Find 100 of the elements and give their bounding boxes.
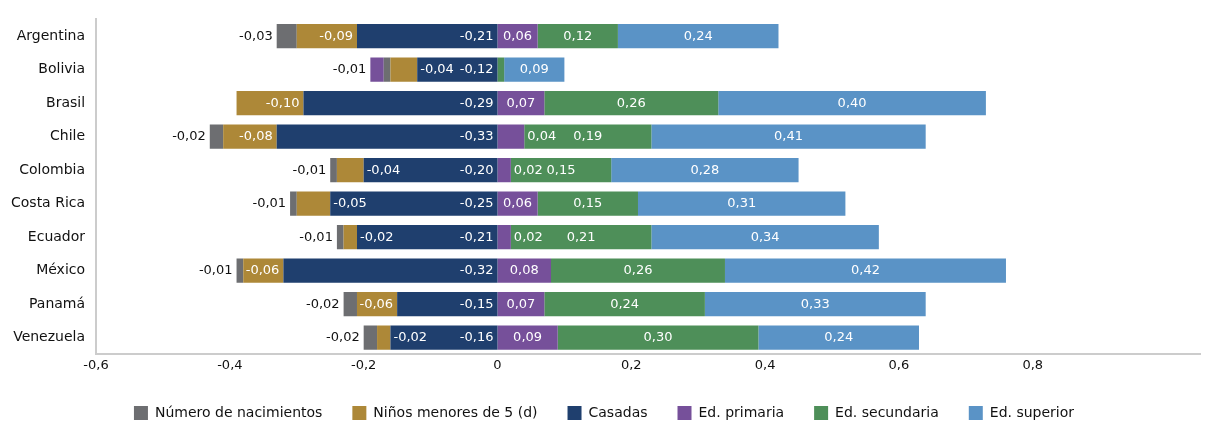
y-tick-label: Bolivia: [38, 60, 86, 77]
bar: [537, 191, 638, 216]
data-label: -0,02: [359, 228, 394, 244]
y-tick-label: México: [36, 261, 86, 278]
bar: [510, 225, 652, 250]
bar: [336, 158, 364, 183]
data-label: -0,02: [172, 128, 206, 144]
bar: [724, 258, 1006, 283]
bar: [637, 191, 846, 216]
bar: [497, 57, 505, 82]
x-tick-label: -0,2: [350, 356, 377, 372]
data-label: -0,09: [319, 27, 353, 43]
bar: [651, 124, 926, 149]
data-label: 0,12: [563, 27, 593, 43]
legend-label: Ed. primaria: [698, 403, 785, 420]
bar: [524, 124, 652, 149]
bar: [276, 124, 498, 149]
bar: [497, 158, 511, 183]
data-label: 0,30: [643, 329, 673, 345]
bar: [283, 258, 498, 283]
bar: [704, 292, 926, 317]
data-label: 0,09: [519, 61, 549, 77]
bar: [551, 258, 725, 283]
data-label: 0,42: [850, 262, 880, 278]
data-label: -0,21: [459, 228, 494, 244]
bar: [390, 57, 418, 82]
data-label: 0,06: [503, 195, 533, 211]
bar: [537, 24, 618, 49]
bar: [363, 158, 498, 183]
bar: [330, 191, 498, 216]
bar: [296, 191, 331, 216]
bar: [209, 124, 224, 149]
x-tick-label: 0,2: [620, 356, 642, 372]
y-tick-label: Brasil: [46, 93, 86, 110]
bar: [651, 225, 879, 250]
data-label: 0,08: [509, 262, 539, 278]
bar: [611, 158, 799, 183]
data-label: -0,25: [459, 195, 494, 211]
bar: [758, 325, 919, 350]
bar: [343, 225, 357, 250]
data-label: -0,32: [459, 262, 494, 278]
bar: [718, 91, 986, 116]
data-label: -0,01: [198, 262, 233, 278]
data-label: -0,15: [459, 295, 494, 311]
data-label: -0,06: [245, 262, 280, 278]
y-tick-label: Ecuador: [27, 227, 86, 244]
data-label: 0,06: [503, 27, 533, 43]
legend-label: Ed. secundaria: [835, 403, 939, 420]
bar: [544, 91, 719, 116]
bar: [370, 57, 384, 82]
data-label: 0,33: [800, 295, 830, 311]
data-label: -0,01: [292, 161, 327, 177]
bar: [276, 24, 297, 49]
y-tick-label: Chile: [50, 127, 86, 144]
bar: [397, 292, 498, 317]
data-label: 0,40: [837, 94, 867, 110]
data-label: -0,02: [393, 329, 428, 345]
data-label: 0,19: [573, 128, 603, 144]
bar: [497, 225, 511, 250]
data-label: 0,21: [566, 228, 596, 244]
data-label: -0,21: [459, 27, 494, 43]
x-tick-label: 0,6: [888, 356, 910, 372]
bar: [356, 24, 498, 49]
bar: [356, 225, 498, 250]
bar: [377, 325, 391, 350]
bar: [236, 91, 304, 116]
x-tick-label: 0,4: [754, 356, 776, 372]
data-label: 0,24: [683, 27, 713, 43]
y-tick-label: Venezuela: [13, 328, 86, 345]
data-label: 0,34: [750, 228, 780, 244]
data-label: -0,16: [459, 329, 494, 345]
data-label: 0,02: [513, 161, 543, 177]
data-label: -0,02: [305, 295, 340, 311]
data-label: 0,31: [727, 195, 757, 211]
x-tick-label: -0,4: [217, 356, 243, 372]
bar: [544, 292, 705, 317]
y-tick-label: Colombia: [19, 160, 86, 177]
data-label: -0,05: [333, 195, 367, 211]
data-label: 0,24: [610, 295, 640, 311]
data-label: 0,41: [774, 128, 803, 144]
x-tick-label: 0: [493, 356, 502, 372]
data-label: 0,07: [506, 295, 536, 311]
data-label: -0,01: [332, 61, 367, 77]
legend-label: Ed. superior: [989, 403, 1075, 420]
data-label: 0,26: [616, 94, 646, 110]
bar: [290, 191, 297, 216]
y-tick-label: Costa Rica: [11, 194, 86, 211]
bar: [303, 91, 498, 116]
data-label: -0,01: [299, 228, 333, 244]
bar: [617, 24, 779, 49]
x-tick-label: -0,6: [83, 356, 109, 372]
data-label: -0,33: [459, 128, 494, 144]
bar: [343, 292, 357, 317]
data-label: -0,10: [265, 94, 300, 110]
bar: [336, 225, 344, 250]
legend-label: Niños menores de 5 (d): [373, 403, 538, 420]
data-label: 0,24: [824, 329, 854, 345]
data-label: 0,15: [546, 161, 576, 177]
data-label: 0,15: [573, 195, 603, 211]
data-label: -0,04: [366, 161, 401, 177]
